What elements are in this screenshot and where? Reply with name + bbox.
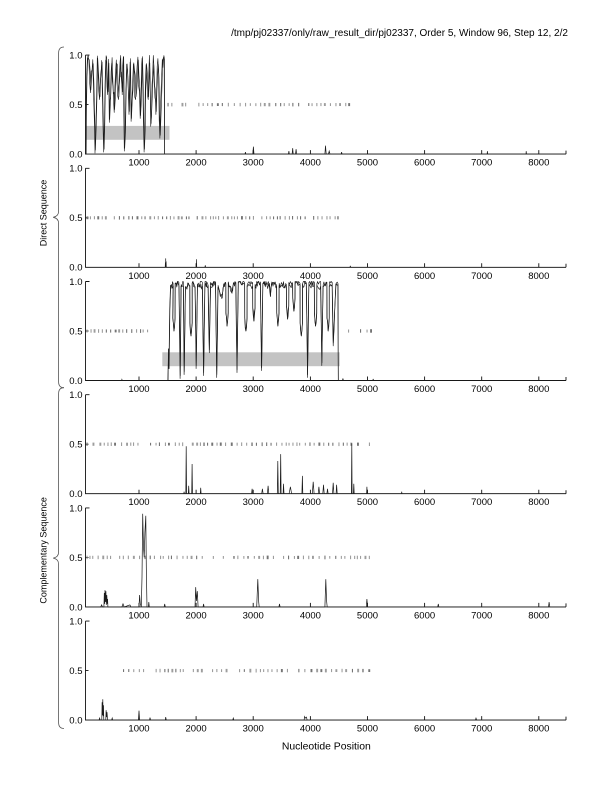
svg-text:5000: 5000 [357, 158, 378, 169]
svg-text:0.5: 0.5 [69, 553, 82, 564]
svg-text:0.5: 0.5 [69, 213, 82, 224]
svg-text:1.0: 1.0 [69, 51, 82, 62]
svg-text:2000: 2000 [186, 724, 207, 735]
svg-text:7000: 7000 [471, 158, 492, 169]
svg-text:2000: 2000 [186, 271, 207, 282]
svg-text:6000: 6000 [414, 724, 435, 735]
svg-text:3000: 3000 [243, 497, 264, 508]
svg-text:8000: 8000 [528, 158, 549, 169]
svg-text:0.5: 0.5 [69, 440, 82, 451]
svg-text:8000: 8000 [528, 497, 549, 508]
svg-text:0.0: 0.0 [69, 602, 82, 613]
svg-text:2000: 2000 [186, 610, 207, 621]
svg-text:1.0: 1.0 [69, 617, 82, 628]
svg-text:7000: 7000 [471, 497, 492, 508]
svg-text:1.0: 1.0 [69, 390, 82, 401]
svg-text:3000: 3000 [243, 158, 264, 169]
svg-text:5000: 5000 [357, 497, 378, 508]
svg-text:1.0: 1.0 [69, 164, 82, 175]
svg-text:6000: 6000 [414, 610, 435, 621]
svg-text:1000: 1000 [128, 384, 149, 395]
svg-text:6000: 6000 [414, 158, 435, 169]
svg-text:4000: 4000 [300, 610, 321, 621]
svg-text:4000: 4000 [300, 497, 321, 508]
svg-text:0.5: 0.5 [69, 326, 82, 337]
svg-text:1.0: 1.0 [69, 503, 82, 514]
svg-text:5000: 5000 [357, 384, 378, 395]
svg-text:7000: 7000 [471, 384, 492, 395]
svg-text:1000: 1000 [128, 271, 149, 282]
svg-text:8000: 8000 [528, 271, 549, 282]
svg-text:1000: 1000 [128, 158, 149, 169]
svg-text:7000: 7000 [471, 724, 492, 735]
svg-text:5000: 5000 [357, 724, 378, 735]
svg-text:7000: 7000 [471, 271, 492, 282]
svg-text:1.0: 1.0 [69, 277, 82, 288]
svg-text:3000: 3000 [243, 724, 264, 735]
svg-text:7000: 7000 [471, 610, 492, 621]
svg-text:Nucleotide Position: Nucleotide Position [282, 742, 371, 753]
svg-text:0.0: 0.0 [69, 263, 82, 274]
svg-text:1000: 1000 [128, 497, 149, 508]
svg-text:4000: 4000 [300, 158, 321, 169]
svg-text:0.0: 0.0 [69, 716, 82, 727]
svg-text:8000: 8000 [528, 724, 549, 735]
svg-text:6000: 6000 [414, 271, 435, 282]
svg-text:6000: 6000 [414, 384, 435, 395]
svg-text:4000: 4000 [300, 271, 321, 282]
svg-text:3000: 3000 [243, 271, 264, 282]
svg-text:5000: 5000 [357, 271, 378, 282]
svg-text:1000: 1000 [128, 610, 149, 621]
svg-text:0.0: 0.0 [69, 150, 82, 161]
svg-text:Complementary Sequence: Complementary Sequence [39, 497, 49, 604]
svg-text:3000: 3000 [243, 610, 264, 621]
svg-text:0.5: 0.5 [69, 100, 82, 111]
svg-text:5000: 5000 [357, 610, 378, 621]
svg-text:6000: 6000 [414, 497, 435, 508]
svg-text:2000: 2000 [186, 384, 207, 395]
svg-text:/tmp/pj02337/only/raw_result_d: /tmp/pj02337/only/raw_result_dir/pj02337… [231, 28, 568, 39]
svg-text:3000: 3000 [243, 384, 264, 395]
svg-text:8000: 8000 [528, 384, 549, 395]
svg-text:Direct Sequence: Direct Sequence [39, 180, 49, 247]
svg-text:2000: 2000 [186, 158, 207, 169]
svg-text:0.5: 0.5 [69, 666, 82, 677]
svg-text:2000: 2000 [186, 497, 207, 508]
svg-text:1000: 1000 [128, 724, 149, 735]
svg-text:0.0: 0.0 [69, 489, 82, 500]
svg-text:4000: 4000 [300, 384, 321, 395]
svg-text:4000: 4000 [300, 724, 321, 735]
svg-text:8000: 8000 [528, 610, 549, 621]
svg-text:0.0: 0.0 [69, 376, 82, 387]
